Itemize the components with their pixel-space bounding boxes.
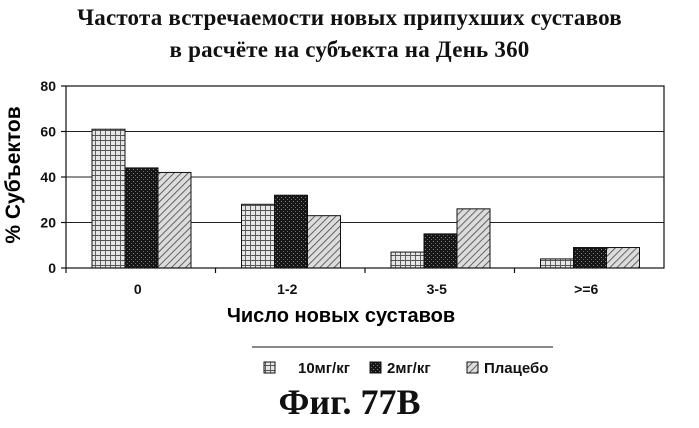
- bar: [456, 208, 491, 269]
- x-axis-ticks: 0 1-2 3-5 >=6: [65, 268, 599, 297]
- x-tick-label: 3-5: [427, 281, 447, 297]
- legend-label: 10мг/кг: [298, 360, 350, 377]
- x-tick-label: 0: [134, 281, 142, 297]
- bar: [540, 258, 574, 269]
- chart-title-line-1: Частота встречаемости новых припухших су…: [77, 5, 622, 30]
- chart-title-line-2: в расчёте на субъекта на День 360: [169, 37, 530, 62]
- bar: [423, 233, 458, 269]
- bar-chart: 0 20 40 60 80 0 1-2 3-5 >=6 % Субъектов Число н…: [2, 78, 665, 377]
- bar: [606, 247, 640, 269]
- x-axis-label: Число новых суставов: [227, 305, 455, 327]
- bar: [157, 171, 192, 269]
- bar: [573, 247, 607, 269]
- legend-swatch: [369, 361, 382, 374]
- y-tick-label: 20: [40, 215, 56, 231]
- bar: [307, 215, 341, 269]
- bar: [274, 194, 308, 269]
- plot-frame: [65, 85, 665, 269]
- legend-swatch: [466, 361, 479, 374]
- bar: [91, 128, 126, 269]
- bar: [390, 251, 425, 269]
- y-axis-ticks: 0 20 40 60 80: [40, 78, 66, 276]
- legend: 10мг/кг 2мг/кг Плацебо: [263, 360, 548, 377]
- x-tick-label: 1-2: [277, 281, 297, 297]
- bars: [91, 128, 640, 269]
- legend-label: 2мг/кг: [387, 360, 431, 377]
- legend-swatch: [263, 361, 276, 374]
- legend-label: Плацебо: [484, 360, 548, 377]
- y-tick-label: 40: [40, 169, 56, 185]
- x-tick-label: >=6: [574, 281, 598, 297]
- y-tick-label: 80: [40, 78, 56, 94]
- figure-label: Фиг. 77В: [278, 382, 421, 422]
- bar: [241, 203, 275, 269]
- y-tick-label: 60: [40, 124, 56, 140]
- y-axis-label: % Субъектов: [2, 106, 25, 243]
- y-tick-label: 0: [48, 260, 56, 276]
- bar: [124, 167, 159, 269]
